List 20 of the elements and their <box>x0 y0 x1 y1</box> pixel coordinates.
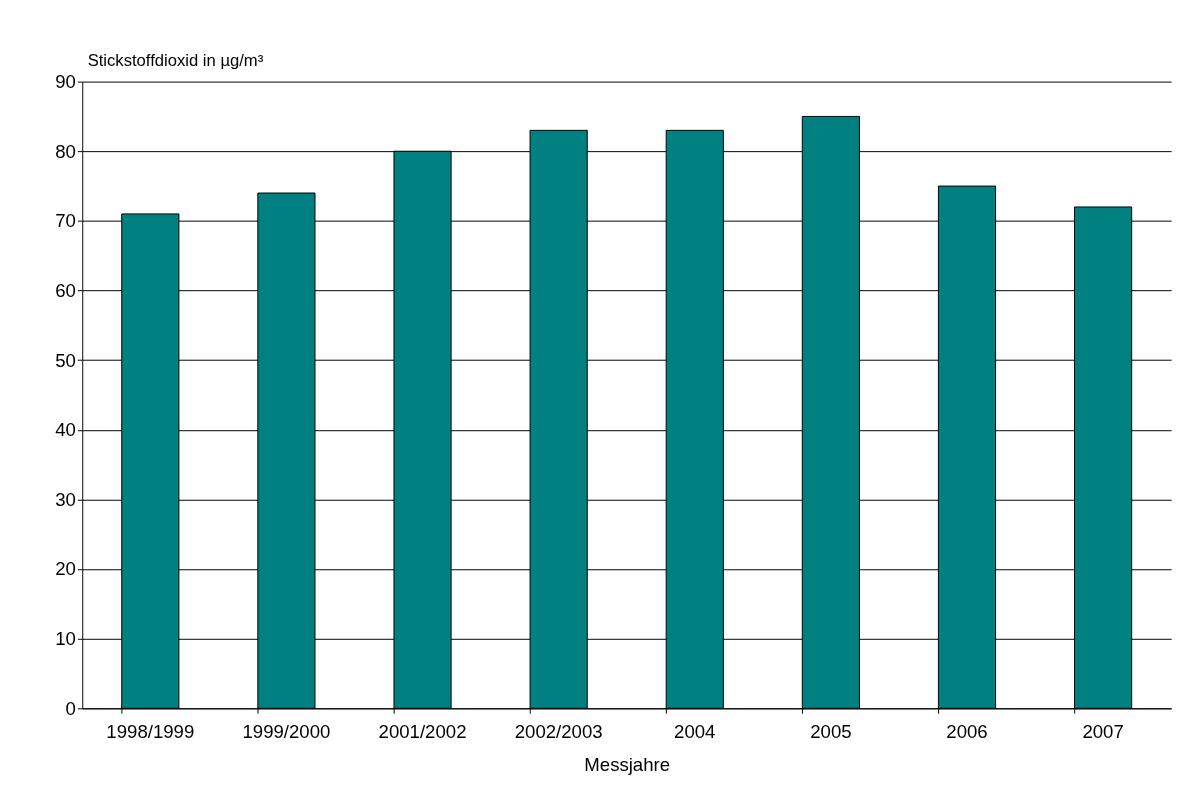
y-tick-label: 40 <box>55 419 76 441</box>
x-tick-label: 2005 <box>810 721 852 743</box>
y-tick-label: 50 <box>55 349 76 371</box>
y-tick-label: 90 <box>55 70 76 92</box>
y-tick-label: 70 <box>55 210 76 232</box>
y-axis-title: Stickstoffdioxid in µg/m³ <box>87 51 264 71</box>
x-tick-label: 2001/2002 <box>378 721 467 743</box>
y-tick-label: 20 <box>55 558 76 580</box>
x-tick-label: 2006 <box>946 721 988 743</box>
x-tick-label: 1999/2000 <box>242 721 331 743</box>
y-tick-label: 0 <box>65 697 76 719</box>
x-tick-label: 2004 <box>674 721 716 743</box>
y-tick-label: 60 <box>55 279 76 301</box>
x-tick-label: 2002/2003 <box>514 721 603 743</box>
y-tick-label: 30 <box>55 488 76 510</box>
y-tick-label: 80 <box>55 140 76 162</box>
x-axis-title: Messjahre <box>584 753 671 775</box>
y-tick-label: 10 <box>55 628 76 650</box>
x-tick-label: 2007 <box>1082 721 1124 743</box>
x-tick-label: 1998/1999 <box>106 721 195 743</box>
